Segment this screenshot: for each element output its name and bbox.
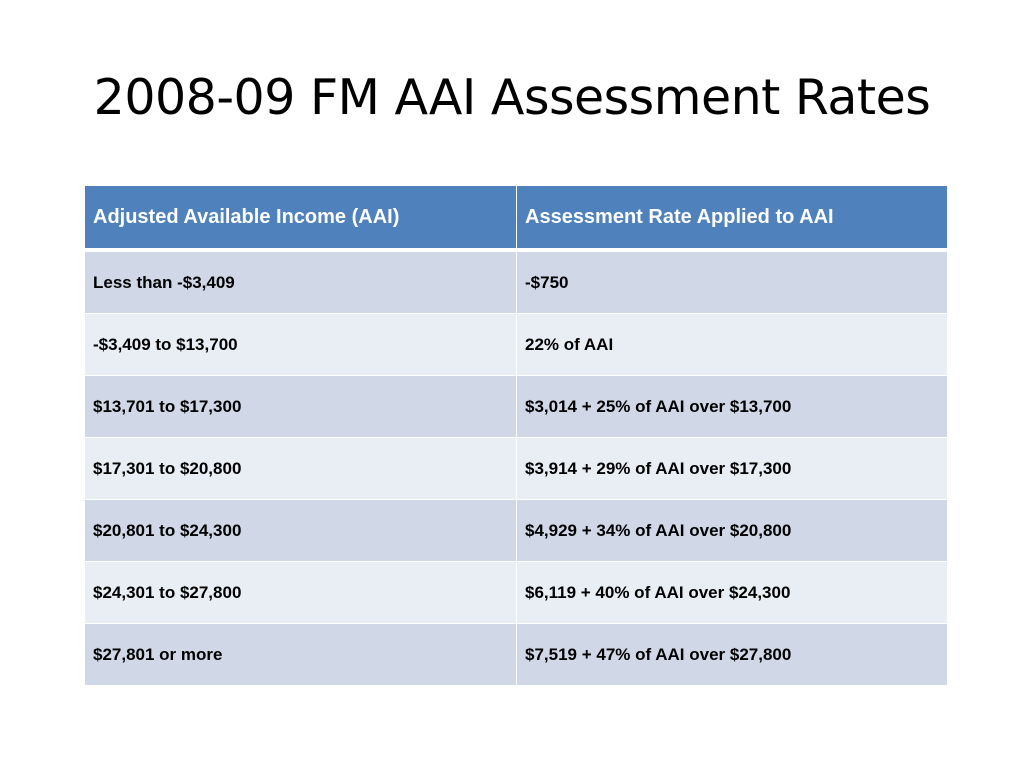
assessment-rate-cell: $3,014 + 25% of AAI over $13,700: [516, 375, 947, 437]
header-assessment-rate: Assessment Rate Applied to AAI: [516, 186, 947, 251]
table-row: $17,301 to $20,800 $3,914 + 29% of AAI o…: [85, 437, 947, 499]
assessment-rate-cell: $7,519 + 47% of AAI over $27,800: [516, 623, 947, 685]
aai-range-cell: $20,801 to $24,300: [85, 499, 516, 561]
table-row: $27,801 or more $7,519 + 47% of AAI over…: [85, 623, 947, 685]
assessment-rate-cell: $4,929 + 34% of AAI over $20,800: [516, 499, 947, 561]
header-aai: Adjusted Available Income (AAI): [85, 186, 516, 251]
assessment-rate-cell: 22% of AAI: [516, 313, 947, 375]
table-row: -$3,409 to $13,700 22% of AAI: [85, 313, 947, 375]
table-row: $13,701 to $17,300 $3,014 + 25% of AAI o…: [85, 375, 947, 437]
table-header-row: Adjusted Available Income (AAI) Assessme…: [85, 186, 947, 251]
assessment-rate-cell: $6,119 + 40% of AAI over $24,300: [516, 561, 947, 623]
assessment-rate-cell: -$750: [516, 251, 947, 313]
table-row: $20,801 to $24,300 $4,929 + 34% of AAI o…: [85, 499, 947, 561]
aai-range-cell: Less than -$3,409: [85, 251, 516, 313]
aai-range-cell: $27,801 or more: [85, 623, 516, 685]
aai-range-cell: $13,701 to $17,300: [85, 375, 516, 437]
aai-range-cell: $17,301 to $20,800: [85, 437, 516, 499]
aai-range-cell: $24,301 to $27,800: [85, 561, 516, 623]
slide-title: 2008-09 FM AAI Assessment Rates: [93, 69, 931, 126]
assessment-rate-cell: $3,914 + 29% of AAI over $17,300: [516, 437, 947, 499]
table-row: Less than -$3,409 -$750: [85, 251, 947, 313]
table-row: $24,301 to $27,800 $6,119 + 40% of AAI o…: [85, 561, 947, 623]
aai-range-cell: -$3,409 to $13,700: [85, 313, 516, 375]
assessment-rates-table: Adjusted Available Income (AAI) Assessme…: [85, 186, 947, 685]
